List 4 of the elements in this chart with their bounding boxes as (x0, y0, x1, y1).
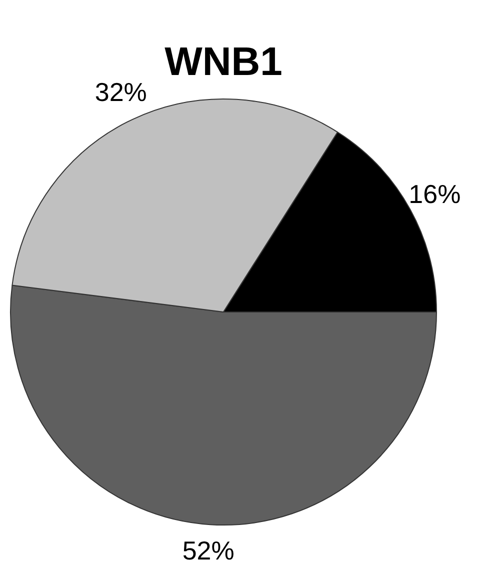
chart-title: WNB1 (164, 40, 282, 84)
data-label: 16% (408, 179, 461, 210)
data-label: 52% (182, 536, 234, 566)
data-label: 32% (94, 77, 147, 108)
